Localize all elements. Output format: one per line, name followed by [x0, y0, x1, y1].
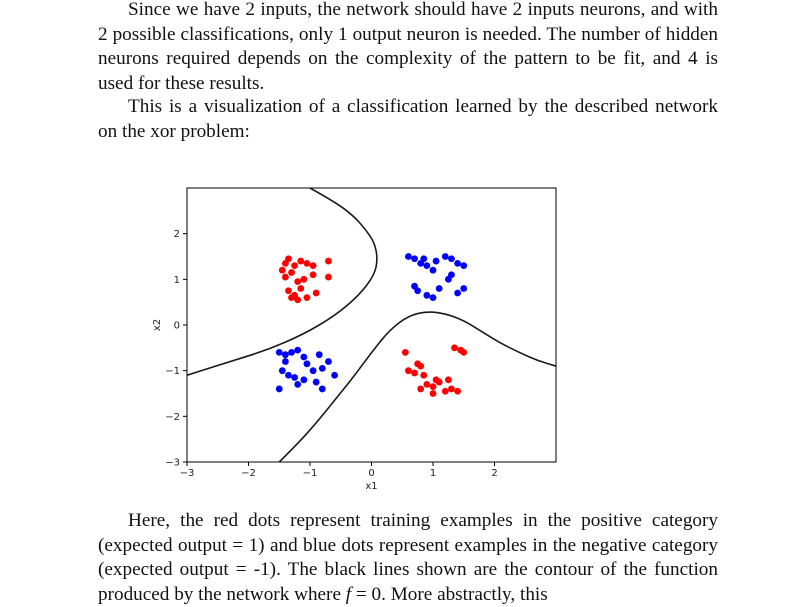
paragraph-figure-explanation-text1: Here, the red dots represent training ex…: [98, 510, 718, 605]
math-symbol-f: f: [345, 583, 352, 605]
negative-point-1-20: [275, 349, 283, 356]
negative-point-1-38: [282, 358, 289, 365]
negative-point-1-39: [303, 360, 311, 368]
negative-point-1-25: [315, 351, 323, 359]
y-tick-label: 2: [174, 229, 180, 240]
positive-point-0-34: [454, 387, 461, 395]
paragraph-figure-explanation-text2: = 0. More abstractly, this: [351, 583, 548, 605]
negative-point-1-29: [291, 374, 299, 381]
negative-point-1-30: [300, 376, 308, 384]
negative-point-1-23: [294, 346, 302, 354]
negative-point-1-1: [411, 255, 418, 263]
negative-point-1-19: [448, 271, 455, 279]
negative-point-1-27: [278, 367, 286, 375]
positive-point-0-7: [325, 257, 332, 265]
negative-point-1-14: [435, 285, 443, 292]
y-tick-label: −1: [165, 366, 180, 377]
negative-point-1-33: [331, 371, 338, 379]
plot-frame: [186, 187, 557, 463]
positive-point-0-22: [405, 367, 412, 375]
negative-point-1-37: [318, 385, 326, 393]
negative-point-1-32: [318, 364, 326, 372]
negative-point-1-8: [454, 259, 461, 267]
positive-point-0-0: [278, 266, 286, 274]
negative-point-1-6: [441, 253, 449, 260]
positive-point-0-8: [282, 273, 289, 281]
x-tick-label: 1: [430, 468, 436, 479]
paragraph-visualization-intro-text: This is a visualization of a classificat…: [98, 96, 718, 142]
negative-point-1-3: [423, 262, 431, 270]
y-tick-label: 1: [174, 275, 180, 286]
positive-point-0-31: [441, 387, 449, 395]
negative-point-1-5: [432, 257, 440, 265]
negative-point-1-9: [460, 262, 468, 270]
positive-point-0-20: [297, 285, 305, 292]
positive-point-0-23: [411, 369, 418, 377]
paragraph-network-architecture: Since we have 2 inputs, the network shou…: [98, 0, 718, 96]
negative-point-1-34: [275, 385, 283, 393]
positive-point-0-39: [417, 385, 425, 393]
negative-point-1-21: [282, 351, 289, 359]
positive-point-0-26: [420, 371, 428, 379]
contour-line-2: [278, 311, 556, 462]
positive-point-0-12: [294, 278, 302, 286]
positive-point-0-2: [285, 255, 292, 263]
y-tick-label: −2: [165, 412, 180, 423]
paragraph-visualization-intro: This is a visualization of a classificat…: [98, 95, 718, 144]
y-tick-label: 0: [174, 321, 180, 332]
positive-point-0-21: [401, 349, 409, 356]
positive-point-0-27: [423, 380, 431, 388]
y-tick-label: −3: [165, 458, 180, 469]
positive-point-0-37: [444, 376, 452, 384]
positive-point-0-4: [297, 257, 305, 265]
negative-point-1-31: [309, 367, 317, 375]
negative-point-1-12: [423, 291, 431, 299]
positive-point-0-17: [303, 294, 311, 301]
positive-point-0-16: [294, 296, 302, 304]
positive-point-0-9: [288, 269, 295, 276]
negative-point-1-4: [429, 266, 437, 274]
negative-point-1-28: [285, 371, 292, 379]
positive-point-0-18: [312, 289, 320, 297]
x-tick-label: −1: [303, 468, 318, 479]
negative-point-1-36: [312, 378, 320, 386]
x-tick-label: 2: [491, 468, 497, 479]
xor-scatter-chart: −3 −2 −1 0 1 2 −3 −2 −1 0 1 2 x1 x2: [152, 187, 557, 492]
negative-point-1-0: [405, 253, 412, 260]
y-axis-label: x2: [152, 319, 163, 331]
negative-point-1-7: [448, 255, 455, 263]
x-tick-label: 0: [368, 468, 374, 479]
xor-classification-figure: −3 −2 −1 0 1 2 −3 −2 −1 0 1 2 x1 x2: [140, 180, 570, 500]
negative-point-1-13: [429, 294, 437, 301]
positive-point-0-28: [429, 390, 437, 397]
positive-point-0-33: [451, 344, 458, 352]
x-tick-label: −3: [180, 468, 195, 479]
negative-point-1-16: [454, 289, 461, 297]
negative-point-1-11: [414, 287, 422, 295]
negative-point-1-35: [294, 380, 302, 388]
negative-point-1-26: [325, 358, 332, 365]
positive-point-0-38: [429, 383, 437, 391]
negative-point-1-17: [460, 285, 468, 292]
positive-point-0-6: [309, 262, 317, 270]
positive-point-0-19: [325, 273, 332, 281]
positive-point-0-3: [291, 262, 299, 270]
positive-point-0-15: [288, 294, 295, 301]
x-tick-label: −2: [241, 468, 256, 479]
paragraph-figure-explanation: Here, the red dots represent training ex…: [98, 509, 718, 607]
positive-point-0-11: [309, 271, 317, 279]
negative-point-1-24: [300, 353, 308, 361]
negative-point-1-22: [288, 349, 295, 356]
paragraph-network-architecture-text: Since we have 2 inputs, the network shou…: [98, 0, 718, 94]
x-axis-label: x1: [365, 481, 377, 492]
positive-point-0-10: [300, 275, 308, 283]
contour-line-1: [187, 188, 378, 376]
negative-point-1-18: [420, 255, 428, 263]
positive-point-0-32: [448, 385, 455, 393]
positive-point-0-36: [460, 349, 468, 356]
positive-point-0-13: [285, 287, 292, 295]
positive-point-0-25: [417, 362, 425, 370]
positive-point-0-30: [435, 378, 443, 386]
positive-point-0-5: [303, 259, 311, 267]
